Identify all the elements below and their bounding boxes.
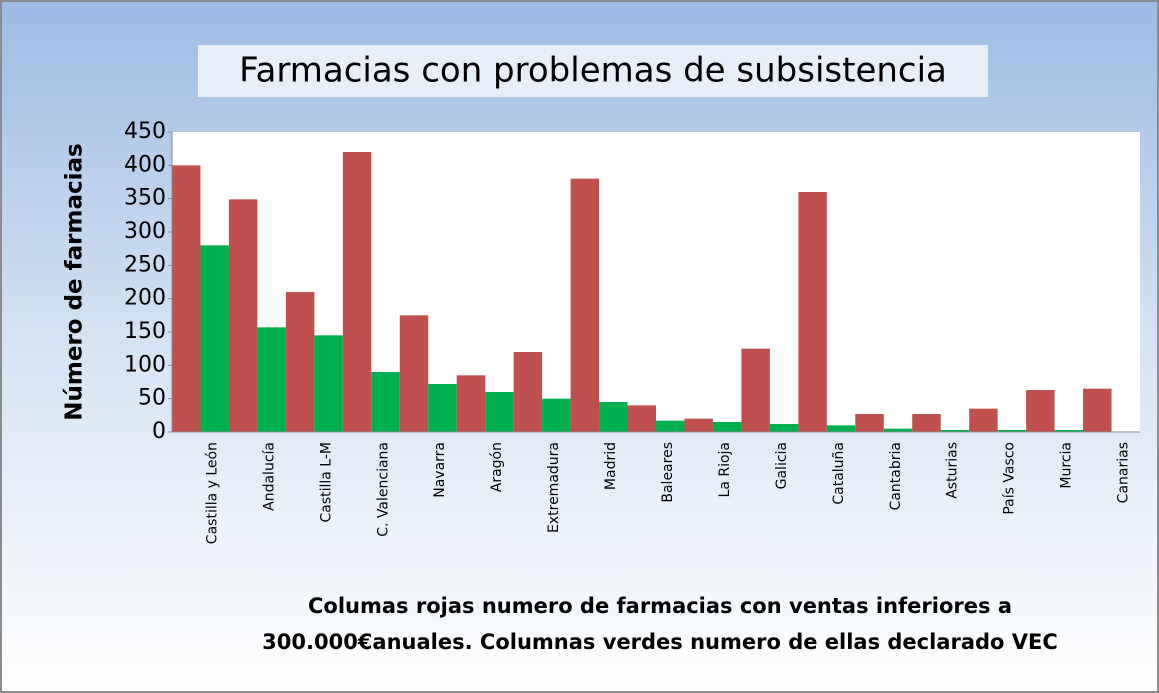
bar (200, 245, 229, 432)
x-tick-label: Cataluña (831, 442, 847, 505)
x-tick-label: Andalucía (261, 442, 277, 511)
bar (456, 375, 486, 432)
bar (371, 372, 400, 432)
bar (257, 327, 286, 432)
x-tick-label: Asturias (945, 442, 961, 499)
x-tick-label: Madrid (603, 442, 619, 490)
bar (314, 335, 343, 432)
bar (656, 420, 685, 432)
bar (684, 418, 713, 432)
bar (172, 165, 201, 433)
bar (599, 402, 628, 432)
bar (741, 348, 770, 432)
x-tick-label: Galicia (774, 442, 790, 489)
y-tick-label: 200 (124, 286, 166, 311)
y-tick-label: 400 (124, 152, 166, 177)
bar (513, 352, 543, 432)
y-tick-label: 300 (124, 219, 166, 244)
bar (997, 430, 1027, 432)
y-tick-label: 250 (124, 252, 166, 277)
x-tick-label: La Rioja (717, 442, 733, 497)
y-tick-label: 50 (138, 386, 166, 411)
bar (228, 199, 258, 432)
bar (1083, 388, 1112, 432)
bar (798, 192, 827, 432)
y-axis-label: Número de farmacias (62, 143, 88, 421)
x-tick-label: C. Valenciana (375, 442, 391, 537)
y-tick-label: 450 (124, 119, 166, 144)
x-tick-label: Extremadura (546, 442, 562, 533)
bar (342, 152, 372, 432)
bar (769, 424, 799, 432)
x-tick-label: Castilla y León (204, 442, 220, 544)
bar (712, 422, 742, 432)
bar (1054, 430, 1084, 432)
bar (855, 414, 884, 432)
x-tick-label: Castilla L-M (318, 442, 334, 523)
y-tick-label: 0 (152, 419, 166, 444)
x-axis-label: Columas rojas numero de farmacias con ve… (262, 594, 1058, 654)
bar (1026, 390, 1055, 432)
y-tick-label: 100 (124, 352, 166, 377)
x-tick-label: Baleares (660, 442, 676, 503)
x-tick-label: País Vasco (1002, 442, 1018, 515)
x-tick-label: Navarra (432, 442, 448, 498)
bar (969, 408, 998, 432)
x-tick-label: Aragón (489, 442, 505, 492)
y-tick-label: 150 (124, 319, 166, 344)
bar (399, 315, 429, 432)
title-box (198, 45, 988, 97)
bar (883, 428, 913, 432)
bar (627, 405, 656, 432)
chart-title: Farmacias con problemas de subsistencia (239, 51, 947, 91)
bar (542, 398, 571, 432)
y-tick-label: 350 (124, 186, 166, 211)
x-tick-label: Murcia (1059, 442, 1075, 489)
bar (428, 384, 457, 432)
x-tick-label: Cantabria (888, 442, 904, 510)
x-tick-label: Canarias (1116, 442, 1132, 503)
bar (485, 392, 514, 432)
bar (826, 425, 856, 432)
bar (940, 430, 970, 432)
bar (912, 414, 941, 432)
bar (570, 178, 600, 432)
bar (285, 292, 315, 432)
